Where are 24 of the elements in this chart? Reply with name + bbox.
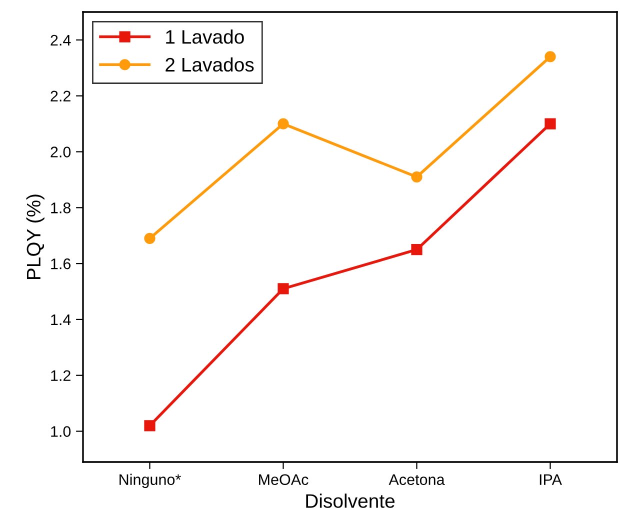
legend-label: 1 Lavado <box>166 30 244 44</box>
y-tick-label: 2.0 <box>50 146 71 158</box>
y-tick-label: 1.8 <box>51 202 71 214</box>
point <box>278 118 289 130</box>
y-tick-label: 1.0 <box>51 426 71 437</box>
point <box>144 420 156 432</box>
x-axis-title: Disolvente <box>306 494 395 508</box>
legend-label: 2 Lavados <box>166 57 254 72</box>
point <box>144 232 156 244</box>
x-tick-label: Ninguno* <box>120 474 181 488</box>
y-tick-label: 1.2 <box>51 370 70 381</box>
y-axis-title: PLQY (%) <box>26 194 44 279</box>
point <box>544 118 556 130</box>
point <box>411 244 422 256</box>
x-tick-label: IPA <box>540 474 562 485</box>
point <box>278 283 289 294</box>
point <box>411 171 422 182</box>
y-tick-label: 1.4 <box>51 314 71 325</box>
y-tick-label: 2.2 <box>50 90 70 102</box>
y-tick-label: 2.4 <box>50 34 71 46</box>
x-tick-label: MeOAc <box>259 474 308 486</box>
y-tick-label: 1.6 <box>51 258 71 270</box>
point <box>544 51 556 62</box>
x-tick-label: Acetona <box>388 474 445 486</box>
